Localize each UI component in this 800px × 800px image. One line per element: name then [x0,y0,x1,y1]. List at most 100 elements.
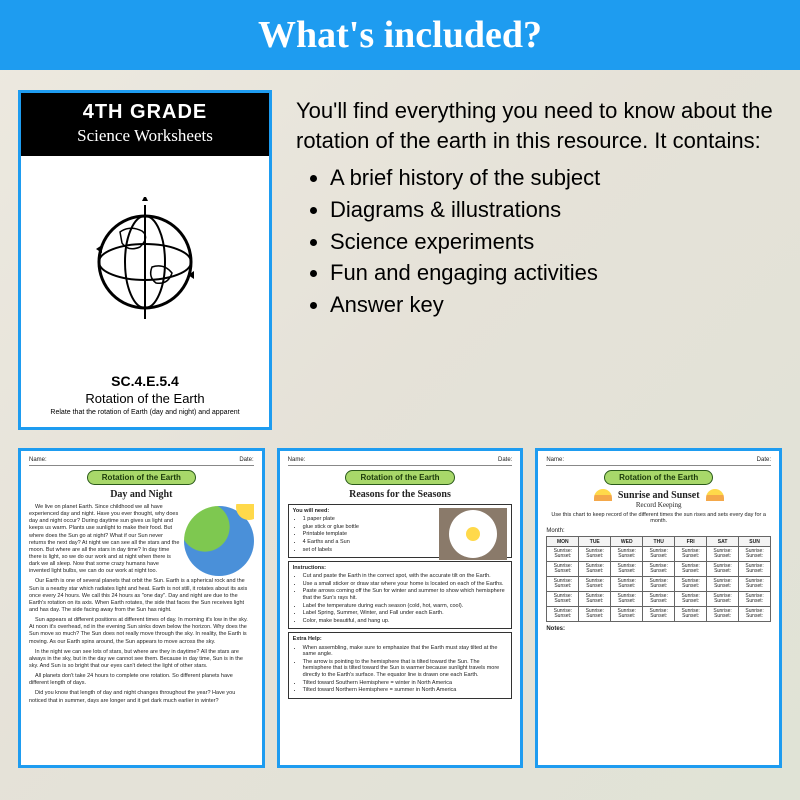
table-cell: Sunrise:Sunset: [707,562,739,577]
table-header-cell: WED [611,537,643,547]
table-cell: Sunrise:Sunset: [547,562,579,577]
help-list: When assembling, make sure to emphasize … [293,645,508,694]
bottom-row: Name: Date: Rotation of the Earth Day an… [18,448,782,768]
worksheet-card-sunrise: Name: Date: Rotation of the Earth Sunris… [535,448,782,768]
cover-worksheet-card: 4TH GRADE Science Worksheets SC.4.E.5.4 [18,90,272,430]
table-cell: Sunrise:Sunset: [579,562,611,577]
name-label: Name: [29,457,47,463]
table-header-cell: TUE [579,537,611,547]
sunset-icon [706,489,724,501]
ws-pill: Rotation of the Earth [604,470,713,485]
table-cell: Sunrise:Sunset: [643,592,675,607]
table-cell: Sunrise:Sunset: [547,607,579,622]
list-item: Diagrams & illustrations [330,195,782,225]
table-cell: Sunrise:Sunset: [739,562,771,577]
table-cell: Sunrise:Sunset: [675,562,707,577]
sunrise-icon [594,489,612,501]
table-cell: Sunrise:Sunset: [547,547,579,562]
header-bar: What's included? [0,0,800,70]
ws3-subtitle: Record Keeping [546,501,771,509]
list-item: A brief history of the subject [330,163,782,193]
table-head-row: MONTUEWEDTHUFRISATSUN [547,537,771,547]
table-header-cell: THU [643,537,675,547]
table-cell: Sunrise:Sunset: [611,562,643,577]
list-item: Tilted toward Northern Hemisphere = summ… [303,687,508,694]
table-cell: Sunrise:Sunset: [611,547,643,562]
ws1-p: All planets don't take 24 hours to compl… [29,673,254,687]
ws-pill: Rotation of the Earth [345,470,454,485]
ws3-table: MONTUEWEDTHUFRISATSUN Sunrise:Sunset:Sun… [546,536,771,622]
ws-header-line: Name: Date: [29,457,254,466]
list-item: Use a small sticker or draw star where y… [303,581,508,588]
paper-plate [449,510,497,558]
worksheet-card-seasons: Name: Date: Rotation of the Earth Reason… [277,448,524,768]
table-cell: Sunrise:Sunset: [611,577,643,592]
table-row: Sunrise:Sunset:Sunrise:Sunset:Sunrise:Su… [547,562,771,577]
table-header-cell: SAT [707,537,739,547]
earth-sun-illustration [184,506,254,576]
cover-grade: 4TH GRADE [25,101,265,124]
list-item: Cut and paste the Earth in the correct s… [303,573,508,580]
table-cell: Sunrise:Sunset: [675,592,707,607]
table-cell: Sunrise:Sunset: [611,592,643,607]
ws3-notes: Notes: [546,626,771,632]
cover-bottom: SC.4.E.5.4 Rotation of the Earth Relate … [42,367,247,427]
table-body: Sunrise:Sunset:Sunrise:Sunset:Sunrise:Su… [547,547,771,622]
date-label: Date: [757,457,771,463]
table-row: Sunrise:Sunset:Sunrise:Sunset:Sunrise:Su… [547,592,771,607]
description-intro: You'll find everything you need to know … [296,96,782,155]
cover-black-header: 4TH GRADE Science Worksheets [21,93,269,156]
ws2-title: Reasons for the Seasons [288,489,513,500]
ws2-help-box: Extra Help: When assembling, make sure t… [288,632,513,698]
table-cell: Sunrise:Sunset: [739,577,771,592]
list-item: Answer key [330,290,782,320]
table-header-cell: MON [547,537,579,547]
ws-header-line: Name: Date: [546,457,771,466]
cover-code: SC.4.E.5.4 [50,373,239,389]
table-cell: Sunrise:Sunset: [547,592,579,607]
list-item: Paste arrows coming off the Sun for wint… [303,588,508,601]
ws1-title: Day and Night [29,489,254,500]
worksheet-card-day-night: Name: Date: Rotation of the Earth Day an… [18,448,265,768]
table-cell: Sunrise:Sunset: [579,607,611,622]
ws3-desc: Use this chart to keep record of the dif… [546,512,771,524]
table-cell: Sunrise:Sunset: [739,547,771,562]
table-cell: Sunrise:Sunset: [675,547,707,562]
table-cell: Sunrise:Sunset: [707,547,739,562]
instr-title: Instructions: [293,565,508,572]
date-label: Date: [498,457,512,463]
list-item: When assembling, make sure to emphasize … [303,645,508,658]
table-cell: Sunrise:Sunset: [707,592,739,607]
name-label: Name: [288,457,306,463]
plate-sun [466,527,480,541]
description-column: You'll find everything you need to know … [296,90,782,322]
ws2-body: You will need: 1 paper plateglue stick o… [288,504,513,757]
ws1-p: Sun appears at different positions at di… [29,617,254,646]
ws2-instr-box: Instructions: Cut and paste the Earth in… [288,561,513,629]
list-item: Label the temperature during each season… [303,603,508,610]
table-cell: Sunrise:Sunset: [739,607,771,622]
seasons-plate-photo [439,508,507,560]
header-title: What's included? [258,13,542,57]
table-cell: Sunrise:Sunset: [579,547,611,562]
name-label: Name: [546,457,564,463]
list-item: Color, make beautiful, and hang up. [303,618,508,625]
ws1-body: We live on planet Earth. Since childhood… [29,504,254,757]
top-row: 4TH GRADE Science Worksheets SC.4.E.5.4 [18,90,782,430]
table-cell: Sunrise:Sunset: [675,607,707,622]
table-cell: Sunrise:Sunset: [707,607,739,622]
table-cell: Sunrise:Sunset: [675,577,707,592]
table-cell: Sunrise:Sunset: [643,562,675,577]
table-cell: Sunrise:Sunset: [739,592,771,607]
table-cell: Sunrise:Sunset: [579,592,611,607]
ws1-p: Did you know that length of day and nigh… [29,690,254,704]
cover-desc: Relate that the rotation of Earth (day a… [50,409,239,417]
content-area: 4TH GRADE Science Worksheets SC.4.E.5.4 [0,70,800,780]
ws3-month: Month: [546,528,771,534]
list-item: Science experiments [330,227,782,257]
table-cell: Sunrise:Sunset: [643,607,675,622]
sun-icon [236,504,254,520]
table-cell: Sunrise:Sunset: [707,577,739,592]
list-item: Label Spring, Summer, Winter, and Fall u… [303,610,508,617]
table-cell: Sunrise:Sunset: [643,577,675,592]
